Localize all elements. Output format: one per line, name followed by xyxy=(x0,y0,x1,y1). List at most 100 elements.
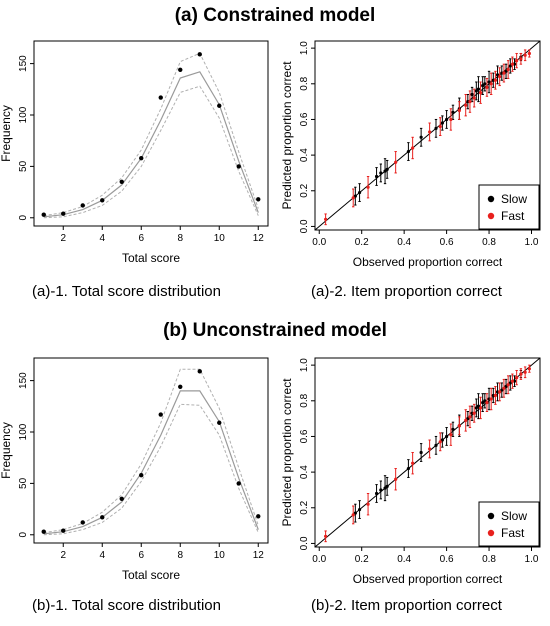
y-tick-label: 0 xyxy=(18,532,29,538)
x-tick-label: 6 xyxy=(138,550,144,561)
section-title-b: (b) Unconstrained model xyxy=(163,320,387,341)
observed-point xyxy=(158,412,163,417)
fast-point xyxy=(515,59,519,63)
upper-band-line xyxy=(43,52,259,217)
legend-label-slow: Slow xyxy=(501,192,527,206)
plot-frame xyxy=(314,40,541,231)
legend-marker-slow xyxy=(487,195,495,203)
y-tick-label: 0.8 xyxy=(299,76,310,90)
x-tick-label: 1.0 xyxy=(525,237,539,248)
lower-band-line xyxy=(43,403,259,536)
fast-point xyxy=(438,440,442,444)
slow-point xyxy=(451,110,455,114)
total-score-chart-a: 2 4 6 8 10 12 0 50 100 150 Total score Frequency xyxy=(0,40,269,265)
fast-point xyxy=(498,390,502,394)
y-tick-label: 150 xyxy=(18,55,29,72)
slow-point xyxy=(383,169,387,173)
fast-point xyxy=(493,78,498,82)
slow-point xyxy=(508,381,512,385)
x-tick-label: 1.0 xyxy=(525,554,539,565)
observed-point xyxy=(119,179,124,185)
fast-point xyxy=(498,75,502,79)
x-tick-label: 8 xyxy=(177,233,183,244)
x-axis-label: Total score xyxy=(122,251,180,265)
slow-point xyxy=(474,406,478,410)
slow-point xyxy=(383,486,387,490)
fast-point xyxy=(478,91,483,95)
slow-point xyxy=(500,388,504,392)
x-tick-label: 4 xyxy=(99,233,105,244)
fast-point xyxy=(449,433,453,437)
fast-point xyxy=(485,400,489,405)
fast-point xyxy=(428,447,432,451)
slow-point xyxy=(434,126,438,130)
slow-point xyxy=(495,73,500,77)
slow-point xyxy=(379,488,383,492)
fast-point xyxy=(457,108,461,113)
y-axis-label: Frequency xyxy=(0,422,13,479)
x-tick-label: 2 xyxy=(60,550,66,561)
observed-point xyxy=(61,211,66,216)
fast-point xyxy=(519,372,523,376)
x-tick-label: 12 xyxy=(253,233,265,244)
legend-box xyxy=(478,501,540,547)
fast-point xyxy=(493,393,498,398)
slow-point xyxy=(508,64,512,68)
slow-point xyxy=(353,511,357,515)
x-tick-label: 0.2 xyxy=(355,554,369,565)
observed-point xyxy=(80,520,85,525)
fast-point xyxy=(506,383,510,387)
fast-point xyxy=(489,397,493,401)
fast-point xyxy=(366,502,370,506)
fast-point xyxy=(351,196,355,200)
legend-label-slow: Slow xyxy=(501,509,527,523)
x-tick-label: 10 xyxy=(214,233,226,244)
y-tick-label: 0.8 xyxy=(299,393,310,407)
legend-marker-slow xyxy=(487,512,495,520)
predicted-median-line xyxy=(43,71,259,218)
y-axis-label: Predicted proportion correct xyxy=(280,378,294,527)
y-tick-label: 50 xyxy=(18,160,29,172)
plot-frame xyxy=(314,357,541,548)
predicted-median-line xyxy=(43,390,259,535)
section-title-a: (a) Constrained model xyxy=(174,5,376,26)
fast-point xyxy=(394,477,398,481)
fast-point xyxy=(523,370,527,374)
slow-point xyxy=(470,92,474,97)
slow-point xyxy=(487,80,491,84)
y-tick-label: 0.2 xyxy=(299,183,310,197)
y-tick-label: 0 xyxy=(18,215,29,221)
observed-point xyxy=(139,472,144,478)
fast-point xyxy=(489,82,493,86)
fast-point xyxy=(411,461,415,465)
x-tick-label: 8 xyxy=(177,550,183,561)
y-tick-label: 0.6 xyxy=(299,112,310,126)
observed-point xyxy=(256,514,261,519)
fast-point xyxy=(506,67,510,72)
y-tick-label: 0.4 xyxy=(299,465,310,479)
x-tick-label: 0.2 xyxy=(355,237,369,248)
x-tick-label: 0.8 xyxy=(482,237,496,248)
legend-label-fast: Fast xyxy=(501,526,525,540)
slow-point xyxy=(481,400,485,405)
caption-b2: (b)-2. Item proportion correct xyxy=(311,597,502,614)
y-tick-label: 150 xyxy=(18,372,29,389)
slow-point xyxy=(476,87,481,91)
caption-b1: (b)-1. Total score distribution xyxy=(32,597,221,614)
x-tick-label: 0.6 xyxy=(440,237,454,248)
plot-frame xyxy=(33,40,269,227)
fast-point xyxy=(472,411,476,415)
x-tick-label: 0.8 xyxy=(482,554,496,565)
fast-point xyxy=(502,71,506,75)
fast-point xyxy=(519,57,523,61)
slow-point xyxy=(474,89,478,93)
observed-point xyxy=(197,369,202,374)
y-axis-label: Frequency xyxy=(0,105,13,162)
fast-point xyxy=(464,103,468,107)
fast-point xyxy=(457,424,461,428)
observed-point xyxy=(158,95,163,100)
slow-point xyxy=(406,466,410,471)
y-tick-label: 1.0 xyxy=(299,41,310,55)
fast-point xyxy=(478,406,483,410)
x-tick-label: 10 xyxy=(214,550,226,561)
